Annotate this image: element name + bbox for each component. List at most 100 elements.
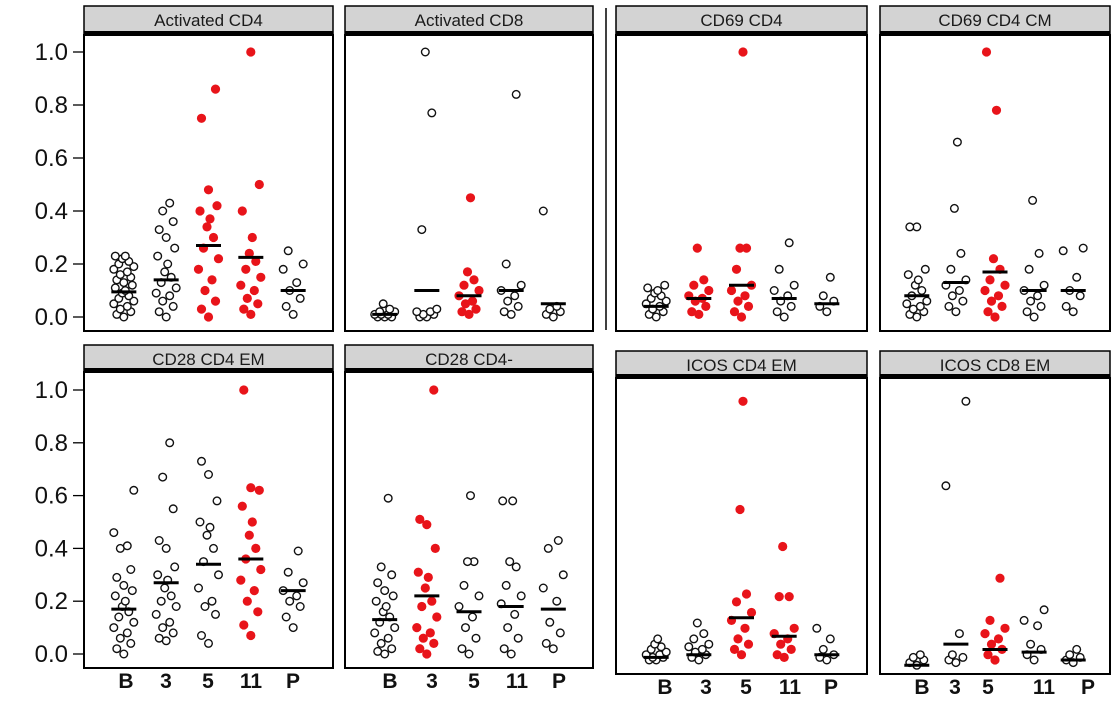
data-point — [373, 646, 383, 656]
data-point — [246, 483, 256, 493]
x-category-label: 11 — [506, 670, 529, 693]
data-point — [552, 596, 562, 606]
data-point — [383, 493, 393, 503]
data-point — [740, 291, 750, 301]
panel-strip — [615, 350, 868, 379]
data-point — [990, 312, 1000, 322]
data-point — [913, 275, 923, 285]
data-point — [692, 243, 702, 253]
data-point — [202, 530, 212, 540]
y-tick-label: 0.0 — [35, 304, 68, 331]
data-point — [463, 557, 473, 567]
data-point — [112, 644, 122, 654]
x-category-label: 11 — [1033, 676, 1056, 699]
data-point — [503, 296, 513, 306]
data-point — [281, 301, 291, 311]
data-point — [548, 644, 558, 654]
data-point — [109, 264, 119, 274]
data-point — [464, 649, 474, 659]
data-point — [247, 517, 257, 527]
data-point — [499, 307, 509, 317]
panel-frame — [344, 34, 594, 332]
data-point — [699, 275, 709, 285]
data-point — [196, 456, 206, 466]
data-point — [1022, 307, 1032, 317]
data-point — [789, 623, 799, 633]
data-point — [376, 562, 386, 572]
data-point — [387, 570, 397, 580]
y-tick-label: 0.6 — [35, 145, 68, 172]
data-point — [292, 591, 302, 601]
data-point — [427, 108, 437, 118]
data-point — [420, 583, 430, 593]
data-point — [778, 541, 788, 552]
data-point — [689, 634, 699, 644]
data-point — [981, 47, 992, 57]
data-point — [459, 580, 469, 590]
data-point — [1039, 605, 1049, 615]
data-point — [208, 232, 219, 243]
data-point — [689, 280, 699, 290]
data-point — [288, 309, 298, 319]
data-point — [385, 304, 395, 314]
data-point — [112, 572, 122, 582]
data-point — [1019, 615, 1029, 625]
data-point — [692, 618, 702, 628]
y-tick-label: 1.0 — [35, 377, 68, 404]
data-point — [158, 472, 168, 482]
data-point — [991, 105, 1002, 115]
data-point — [298, 578, 308, 588]
data-point — [1026, 639, 1036, 649]
data-point — [956, 248, 966, 258]
x-category-label: 11 — [240, 670, 263, 693]
panel-strip-rule — [616, 374, 867, 379]
data-point — [251, 543, 261, 554]
x-category-label: B — [657, 676, 672, 699]
data-point — [471, 304, 481, 314]
data-point — [254, 485, 264, 495]
data-point — [1000, 280, 1010, 290]
data-point — [947, 291, 957, 301]
x-category-label: 3 — [426, 670, 438, 693]
data-point — [239, 620, 249, 630]
data-point — [212, 496, 222, 506]
data-point — [115, 633, 125, 643]
data-point — [508, 496, 518, 506]
data-point — [127, 280, 137, 290]
data-point — [729, 644, 740, 655]
data-point — [165, 198, 175, 208]
data-point — [769, 286, 779, 296]
data-point — [501, 580, 511, 590]
data-point — [457, 644, 467, 654]
panel-strip — [615, 5, 868, 36]
data-point — [239, 304, 249, 314]
panel-icos-cd4-em: ICOS CD4 EM — [615, 350, 868, 675]
panel-frame — [879, 377, 1111, 675]
panel-title: ICOS CD8 EM — [940, 356, 1051, 375]
y-tick-label: 0.2 — [35, 588, 68, 615]
data-point — [660, 280, 670, 290]
data-point — [741, 589, 752, 599]
panel-activated-cd8: Activated CD8 — [344, 5, 594, 332]
panel-title: Activated CD8 — [415, 11, 524, 30]
data-point — [278, 264, 288, 274]
data-point — [298, 259, 308, 269]
data-point — [466, 491, 476, 501]
x-category-label: 5 — [468, 670, 480, 693]
panel-title: CD28 CD4 EM — [152, 350, 264, 369]
data-point — [210, 296, 221, 306]
data-point — [454, 602, 464, 612]
data-point — [249, 285, 259, 296]
data-point — [986, 296, 997, 306]
data-point — [153, 570, 163, 580]
data-point — [425, 628, 435, 638]
data-point — [109, 528, 119, 538]
panel-strip — [83, 5, 334, 36]
data-point — [704, 639, 714, 649]
data-point — [459, 280, 469, 290]
data-point — [202, 222, 212, 232]
data-point — [961, 396, 971, 406]
x-category-label: B — [118, 670, 133, 693]
data-point — [153, 251, 163, 261]
x-category-label: 3 — [700, 676, 712, 699]
